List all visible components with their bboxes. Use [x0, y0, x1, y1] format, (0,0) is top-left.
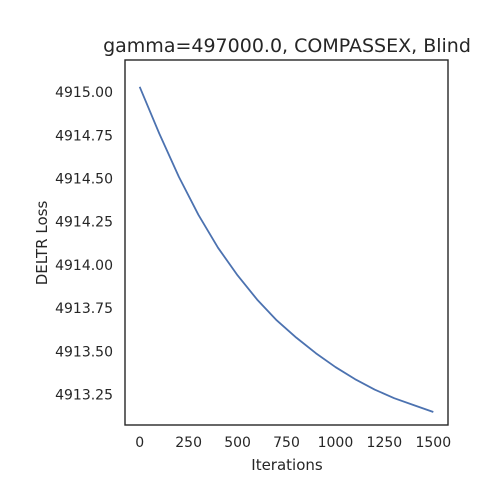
y-tick-label: 4914.00	[55, 258, 113, 274]
y-tick-label: 4914.25	[55, 215, 113, 231]
y-tick-label: 4914.50	[55, 172, 113, 188]
x-tick-label: 1500	[415, 435, 451, 451]
y-tick-label: 4913.25	[55, 388, 113, 404]
series-line-0	[138, 86, 434, 413]
x-tick-label: 1000	[318, 435, 354, 451]
y-tick-label: 4914.75	[55, 128, 113, 144]
x-axis: 0 250 500 750 1000 1250 1500	[135, 435, 451, 451]
y-axis-title: DELTR Loss	[33, 201, 51, 286]
y-axis: 4913.25 4913.50 4913.75 4914.00 4914.25 4914.…	[55, 85, 113, 404]
y-tick-label: 4915.00	[55, 85, 113, 101]
plot-area	[124, 59, 449, 426]
x-tick-label: 500	[224, 435, 251, 451]
chart-title: gamma=497000.0, COMPASSEX, Blind	[103, 35, 471, 57]
x-axis-title: Iterations	[251, 456, 323, 474]
x-tick-label: 1250	[367, 435, 403, 451]
y-tick-label: 4913.75	[55, 301, 113, 317]
plot-frame	[124, 59, 449, 426]
y-tick-label: 4913.50	[55, 344, 113, 360]
x-tick-label: 750	[273, 435, 300, 451]
x-tick-label: 250	[175, 435, 202, 451]
x-tick-label: 0	[135, 435, 144, 451]
